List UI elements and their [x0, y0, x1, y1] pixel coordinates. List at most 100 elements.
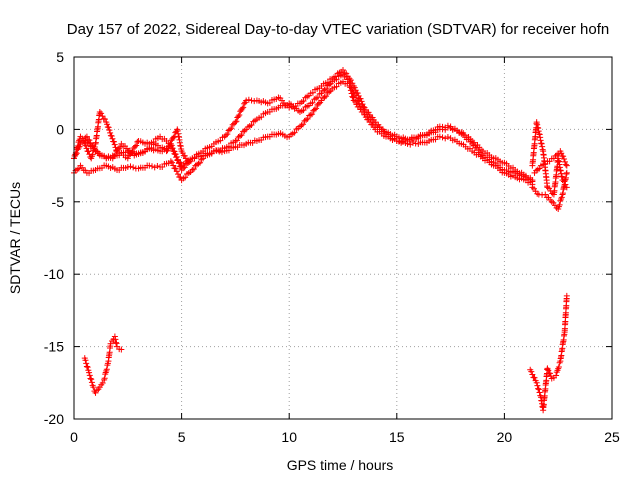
data-point-interp — [366, 111, 373, 118]
data-point-interp — [228, 125, 235, 132]
data-point-interp — [93, 387, 100, 394]
data-point-interp — [309, 99, 316, 106]
data-point-interp — [115, 145, 122, 152]
data-point-interp — [74, 143, 81, 150]
data-point-interp — [561, 156, 568, 163]
y-tick-label: -10 — [44, 266, 64, 282]
data-point-interp — [534, 382, 541, 389]
data-point-interp — [88, 379, 95, 386]
data-point-interp — [314, 94, 321, 101]
data-point-interp — [83, 145, 90, 152]
data-point-interp — [101, 375, 108, 382]
data-point-interp — [173, 154, 180, 161]
data-point-interp — [298, 122, 305, 129]
data-point-interp — [562, 161, 569, 168]
tick-layer: 0 5 10 15 20 25 5 0 -5 -10 -15 -20 — [44, 49, 620, 445]
data-point-interp — [313, 105, 320, 112]
data-point-interp — [222, 132, 229, 139]
data-point-interp — [99, 113, 106, 120]
y-axis-label: SDTVAR / TECUs — [7, 182, 23, 294]
data-point-interp — [323, 85, 330, 92]
data-point-interp — [166, 142, 173, 149]
x-tick-label: 25 — [604, 429, 620, 445]
data-point-interp — [237, 133, 244, 140]
data-point-interp — [248, 97, 255, 104]
data-point-interp — [182, 155, 189, 162]
data-point-interp — [131, 143, 138, 150]
data-point-interp — [535, 385, 542, 392]
data-point-interp — [148, 144, 155, 151]
data-point-interp — [401, 136, 408, 143]
plot-frame — [73, 56, 613, 420]
data-point-interp — [291, 129, 298, 136]
data-point-interp — [112, 151, 119, 158]
x-tick-label: 20 — [497, 429, 513, 445]
data-point-interp — [72, 151, 79, 158]
data-point-interp — [362, 106, 369, 113]
data-point-interp — [560, 153, 567, 160]
data-point — [553, 372, 560, 379]
data-point-interp — [198, 156, 205, 163]
data-point-interp — [303, 116, 310, 123]
data-point-interp — [108, 132, 115, 139]
data-point — [107, 340, 114, 347]
data-point — [92, 389, 99, 396]
data-point-interp — [547, 370, 554, 377]
data-point-interp — [181, 152, 188, 159]
data-point-interp — [241, 100, 248, 107]
y-tick-label: -5 — [52, 194, 65, 210]
data-point-interp — [535, 386, 542, 393]
data-point-interp — [309, 111, 316, 118]
data-point-interp — [229, 121, 236, 128]
data-point-interp — [107, 129, 114, 136]
data-point-interp — [71, 152, 78, 159]
data-point-interp — [353, 101, 360, 108]
data-point-interp — [360, 103, 367, 110]
data-point-interp — [86, 372, 93, 379]
data-point-interp — [87, 375, 94, 382]
data-point-interp — [98, 110, 105, 117]
data-point-interp — [224, 131, 231, 138]
data-point-interp — [357, 95, 364, 102]
data-point-interp — [545, 367, 552, 374]
data-point-interp — [536, 389, 543, 396]
data-point — [221, 133, 228, 140]
data-point-interp — [235, 113, 242, 120]
data-point-interp — [173, 168, 180, 175]
data-point-interp — [442, 135, 449, 142]
data-point-interp — [133, 142, 140, 149]
data-point — [167, 158, 174, 165]
data-point — [563, 292, 570, 299]
data-point-interp — [110, 153, 117, 160]
data-point-interp — [99, 380, 106, 387]
data-point-interp — [528, 368, 535, 375]
data-point-interp — [323, 93, 330, 100]
data-point-interp — [170, 162, 177, 169]
x-tick-label: 5 — [178, 429, 186, 445]
data-point-interp — [154, 162, 161, 169]
data-point — [232, 119, 239, 126]
data-point — [96, 109, 103, 116]
data-point-interp — [369, 114, 376, 121]
x-tick-label: 10 — [281, 429, 297, 445]
data-point — [346, 75, 353, 82]
data-point-interp — [409, 139, 416, 146]
data-point-interp — [439, 134, 446, 141]
data-point-interp — [354, 90, 361, 97]
x-axis-label: GPS time / hours — [287, 457, 394, 473]
data-point-interp — [169, 145, 176, 152]
data-point-interp — [112, 336, 119, 343]
data-point-interp — [332, 73, 339, 80]
series-track-g — [531, 148, 570, 176]
data-point-interp — [358, 98, 365, 105]
data-point — [529, 178, 536, 185]
data-point-interp — [240, 104, 247, 111]
data-point-interp — [170, 134, 177, 141]
data-point-interp — [236, 111, 243, 118]
data-point-interp — [227, 126, 234, 133]
data-point-interp — [311, 106, 318, 113]
data-point-interp — [88, 376, 95, 383]
data-point-interp — [197, 159, 204, 166]
data-point — [185, 159, 192, 166]
